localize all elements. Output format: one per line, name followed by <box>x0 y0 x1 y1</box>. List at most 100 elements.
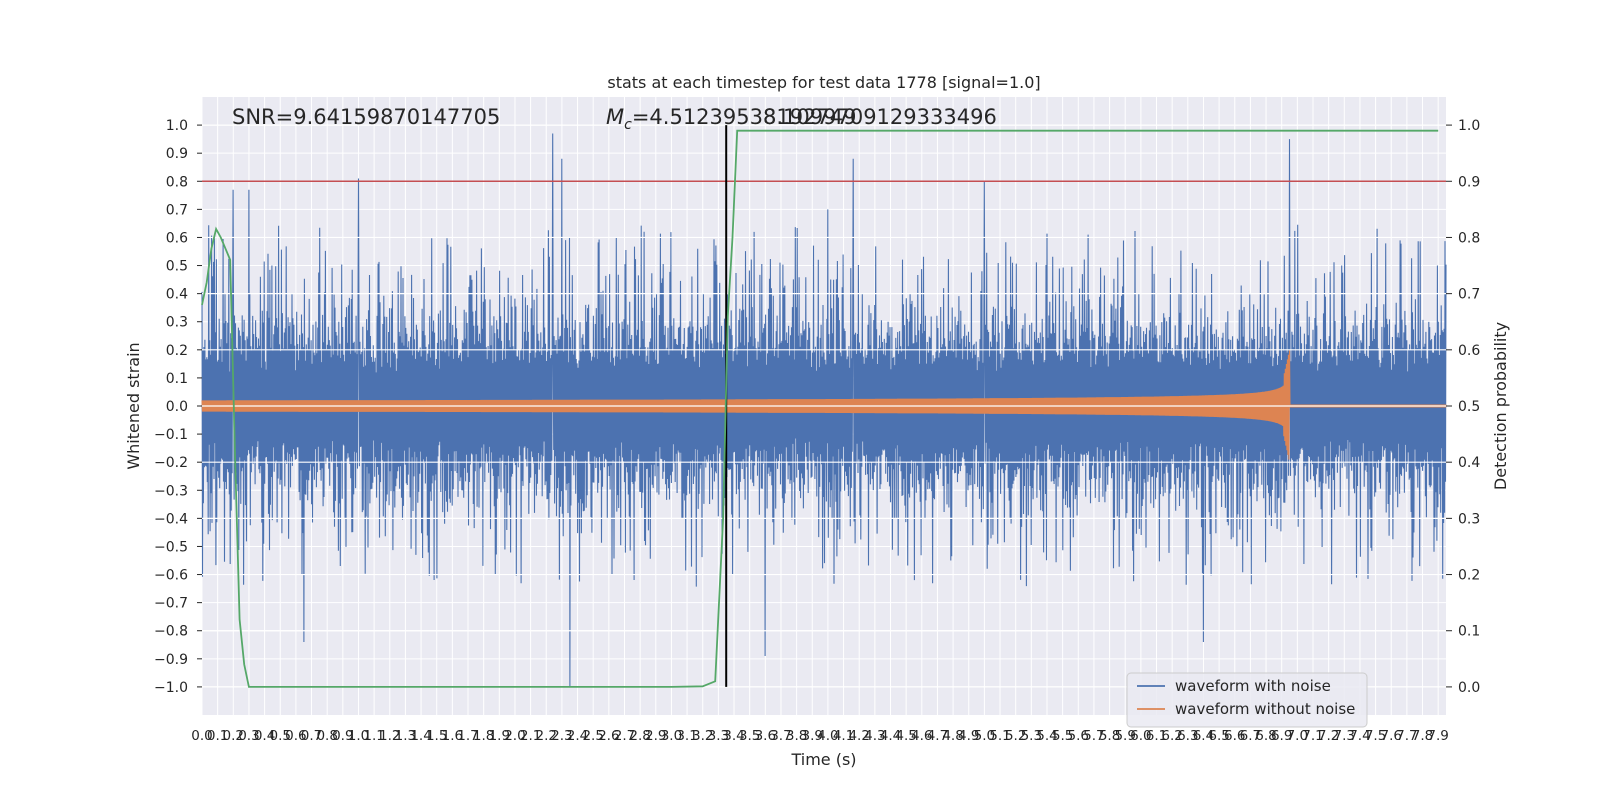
y-tick-label: 0.5 <box>166 259 188 275</box>
x-tick-label: 2.6 <box>598 728 619 744</box>
y-right-tick-label: 0.2 <box>1458 568 1480 584</box>
y-right-tick-label: 0.4 <box>1458 455 1480 471</box>
x-tick-label: 3.0 <box>661 728 682 744</box>
x-tick-label: 7.1 <box>1302 728 1323 744</box>
mc-annotation: Mc=4.51239538192749 <box>606 105 857 133</box>
y-tick-label: 0.9 <box>166 146 188 162</box>
x-tick-label: 5.4 <box>1036 728 1057 744</box>
x-tick-label: 3.2 <box>692 728 713 744</box>
x-tick-label: 7.5 <box>1365 728 1386 744</box>
x-tick-label: 0.9 <box>332 728 353 744</box>
x-tick-label: 6.3 <box>1177 728 1198 744</box>
x-tick-label: 0.6 <box>285 728 306 744</box>
x-tick-label: 1.1 <box>363 728 384 744</box>
x-tick-label: 5.9 <box>1114 728 1135 744</box>
x-tick-label: 2.3 <box>551 728 572 744</box>
x-tick-label: 4.7 <box>927 728 948 744</box>
x-tick-label: 4.4 <box>880 728 901 744</box>
x-tick-label: 3.7 <box>770 728 791 744</box>
y-right-tick-label: 0.3 <box>1458 511 1480 527</box>
legend-label-clean: waveform without noise <box>1175 700 1355 718</box>
x-tick-label: 1.9 <box>489 728 510 744</box>
x-tick-label: 3.8 <box>786 728 807 744</box>
x-tick-label: 5.2 <box>1005 728 1026 744</box>
x-tick-label: 1.6 <box>442 728 463 744</box>
x-tick-labels: 0.00.10.20.30.40.50.60.70.80.91.01.11.21… <box>191 728 1449 744</box>
x-tick-label: 4.0 <box>817 728 838 744</box>
x-tick-label: 5.5 <box>1052 728 1073 744</box>
x-tick-label: 2.8 <box>629 728 650 744</box>
x-tick-label: 0.5 <box>269 728 290 744</box>
x-tick-label: 1.3 <box>395 728 416 744</box>
x-tick-label: 3.4 <box>723 728 744 744</box>
x-tick-label: 3.6 <box>755 728 776 744</box>
y-tick-label: −0.5 <box>154 539 188 555</box>
y-tick-label: 0.2 <box>166 343 188 359</box>
y-right-tick-label: 0.0 <box>1458 680 1480 696</box>
x-tick-label: 1.8 <box>473 728 494 744</box>
x-tick-label: 0.3 <box>238 728 259 744</box>
x-tick-label: 7.7 <box>1396 728 1417 744</box>
x-tick-label: 6.7 <box>1240 728 1261 744</box>
y-right-tick-label: 0.5 <box>1458 399 1480 415</box>
x-tick-label: 6.2 <box>1161 728 1182 744</box>
x-tick-label: 4.6 <box>911 728 932 744</box>
y-tick-label: 0.4 <box>166 287 188 303</box>
y-right-tick-label: 0.8 <box>1458 230 1480 246</box>
x-tick-label: 7.6 <box>1380 728 1401 744</box>
x-tick-label: 7.9 <box>1427 728 1448 744</box>
x-tick-label: 5.3 <box>1021 728 1042 744</box>
y-tick-labels: −1.0 −0.9 −0.8 −0.7 −0.6 −0.5 −0.4 −0.3 −0.2 −0.1… <box>154 118 202 696</box>
x-tick-label: 0.7 <box>301 728 322 744</box>
x-tick-label: 2.2 <box>536 728 557 744</box>
x-tick-label: 2.4 <box>567 728 588 744</box>
x-tick-label: 4.3 <box>864 728 885 744</box>
x-tick-label: 0.8 <box>316 728 337 744</box>
x-tick-label: 1.2 <box>379 728 400 744</box>
y-axis-label: Whitened strain <box>124 342 143 469</box>
mc-value: =4.51239538192749 <box>632 105 857 129</box>
y-tick-label: 0.7 <box>166 202 188 218</box>
y-right-tick-labels: 0.0 0.1 0.2 0.3 0.4 0.5 0.6 0.7 0.8 0.9 1.0 <box>1446 118 1480 696</box>
x-tick-label: 4.8 <box>942 728 963 744</box>
x-tick-label: 6.6 <box>1224 728 1245 744</box>
x-tick-label: 0.2 <box>223 728 244 744</box>
x-tick-label: 4.2 <box>848 728 869 744</box>
chirp-trace <box>201 350 1447 460</box>
y-tick-label: −0.7 <box>154 596 188 612</box>
y-right-tick-label: 0.6 <box>1458 343 1480 359</box>
x-tick-label: 5.6 <box>1068 728 1089 744</box>
x-tick-label: 3.9 <box>802 728 823 744</box>
x-tick-label: 4.1 <box>833 728 854 744</box>
y-tick-label: −0.1 <box>154 427 188 443</box>
y-right-tick-label: 0.1 <box>1458 624 1480 640</box>
y-tick-label: 0.8 <box>166 174 188 190</box>
x-tick-label: 2.1 <box>520 728 541 744</box>
y-tick-label: −0.8 <box>154 624 188 640</box>
y-right-tick-label: 0.7 <box>1458 287 1480 303</box>
x-tick-label: 1.4 <box>410 728 431 744</box>
x-tick-label: 2.5 <box>582 728 603 744</box>
y-tick-label: 0.1 <box>166 371 188 387</box>
x-tick-label: 2.7 <box>614 728 635 744</box>
y-tick-label: −0.2 <box>154 455 188 471</box>
x-tick-label: 4.9 <box>958 728 979 744</box>
y-tick-label: 0.3 <box>166 315 188 331</box>
series-detection-probability <box>201 129 1439 688</box>
y-tick-label: 1.0 <box>166 118 188 134</box>
x-tick-label: 6.9 <box>1271 728 1292 744</box>
x-tick-label: 0.4 <box>254 728 275 744</box>
x-tick-label: 2.0 <box>504 728 525 744</box>
mc-symbol: M <box>606 105 624 129</box>
y-tick-label: −1.0 <box>154 680 188 696</box>
x-tick-label: 5.8 <box>1099 728 1120 744</box>
x-tick-label: 6.5 <box>1208 728 1229 744</box>
mc-subscript: c <box>624 117 632 133</box>
x-tick-label: 1.0 <box>348 728 369 744</box>
snr-annotation: SNR=9.64159870147705 <box>232 105 500 129</box>
y-tick-label: −0.3 <box>154 483 188 499</box>
x-tick-label: 6.4 <box>1193 728 1214 744</box>
x-tick-label: 3.5 <box>739 728 760 744</box>
x-tick-label: 0.0 <box>191 728 212 744</box>
